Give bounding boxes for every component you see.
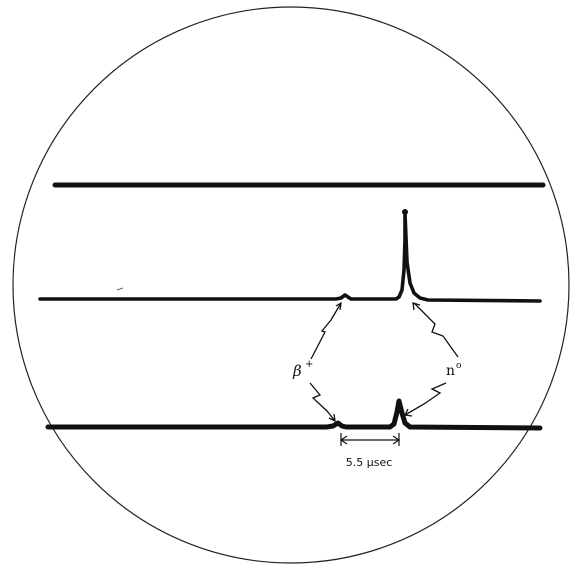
label-neutron: n bbox=[446, 363, 455, 379]
neutron-spike-tip bbox=[402, 209, 408, 215]
arrow-beta-to-bottom-pulse bbox=[309, 382, 336, 423]
arrow-beta-to-middle-pulse bbox=[310, 301, 342, 360]
arrow-neutron-to-middle-spike bbox=[412, 302, 459, 358]
interval-marker bbox=[339, 433, 401, 446]
scope-screen-outline bbox=[12, 6, 570, 564]
label-neutron-sup: o bbox=[456, 361, 461, 371]
label-interval: 5.5 μsec bbox=[346, 456, 393, 469]
label-beta-plus-sup: + bbox=[305, 359, 313, 370]
arrow-neutron-to-bottom-pulse bbox=[404, 382, 447, 417]
trace-bottom bbox=[45, 398, 543, 431]
stray-mark bbox=[116, 287, 124, 291]
trace-middle bbox=[38, 212, 542, 303]
label-beta-plus: β bbox=[292, 362, 302, 380]
